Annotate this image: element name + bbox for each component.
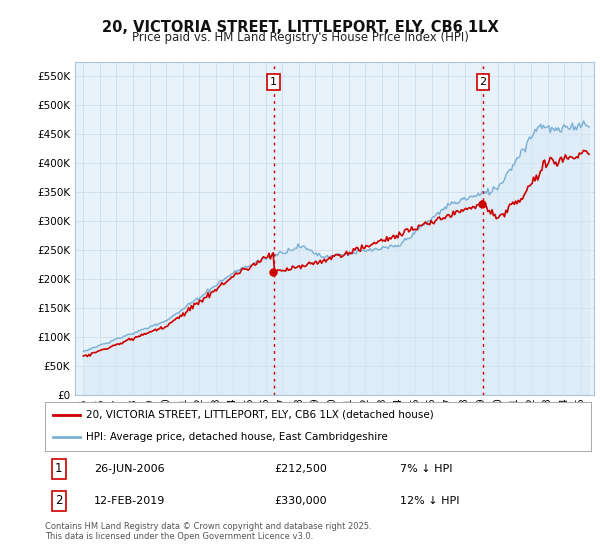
Text: 7% ↓ HPI: 7% ↓ HPI: [400, 464, 452, 474]
Text: 12% ↓ HPI: 12% ↓ HPI: [400, 496, 460, 506]
Text: 20, VICTORIA STREET, LITTLEPORT, ELY, CB6 1LX (detached house): 20, VICTORIA STREET, LITTLEPORT, ELY, CB…: [86, 410, 434, 420]
Text: 1: 1: [55, 462, 62, 475]
Text: 20, VICTORIA STREET, LITTLEPORT, ELY, CB6 1LX: 20, VICTORIA STREET, LITTLEPORT, ELY, CB…: [101, 20, 499, 35]
Text: HPI: Average price, detached house, East Cambridgeshire: HPI: Average price, detached house, East…: [86, 432, 388, 442]
Text: 26-JUN-2006: 26-JUN-2006: [94, 464, 165, 474]
Text: 2: 2: [55, 494, 62, 507]
Text: Price paid vs. HM Land Registry's House Price Index (HPI): Price paid vs. HM Land Registry's House …: [131, 31, 469, 44]
Text: 2: 2: [479, 77, 487, 87]
Text: £330,000: £330,000: [274, 496, 327, 506]
Text: Contains HM Land Registry data © Crown copyright and database right 2025.
This d: Contains HM Land Registry data © Crown c…: [45, 522, 371, 542]
Text: 1: 1: [270, 77, 277, 87]
Text: £212,500: £212,500: [274, 464, 327, 474]
Text: 12-FEB-2019: 12-FEB-2019: [94, 496, 166, 506]
